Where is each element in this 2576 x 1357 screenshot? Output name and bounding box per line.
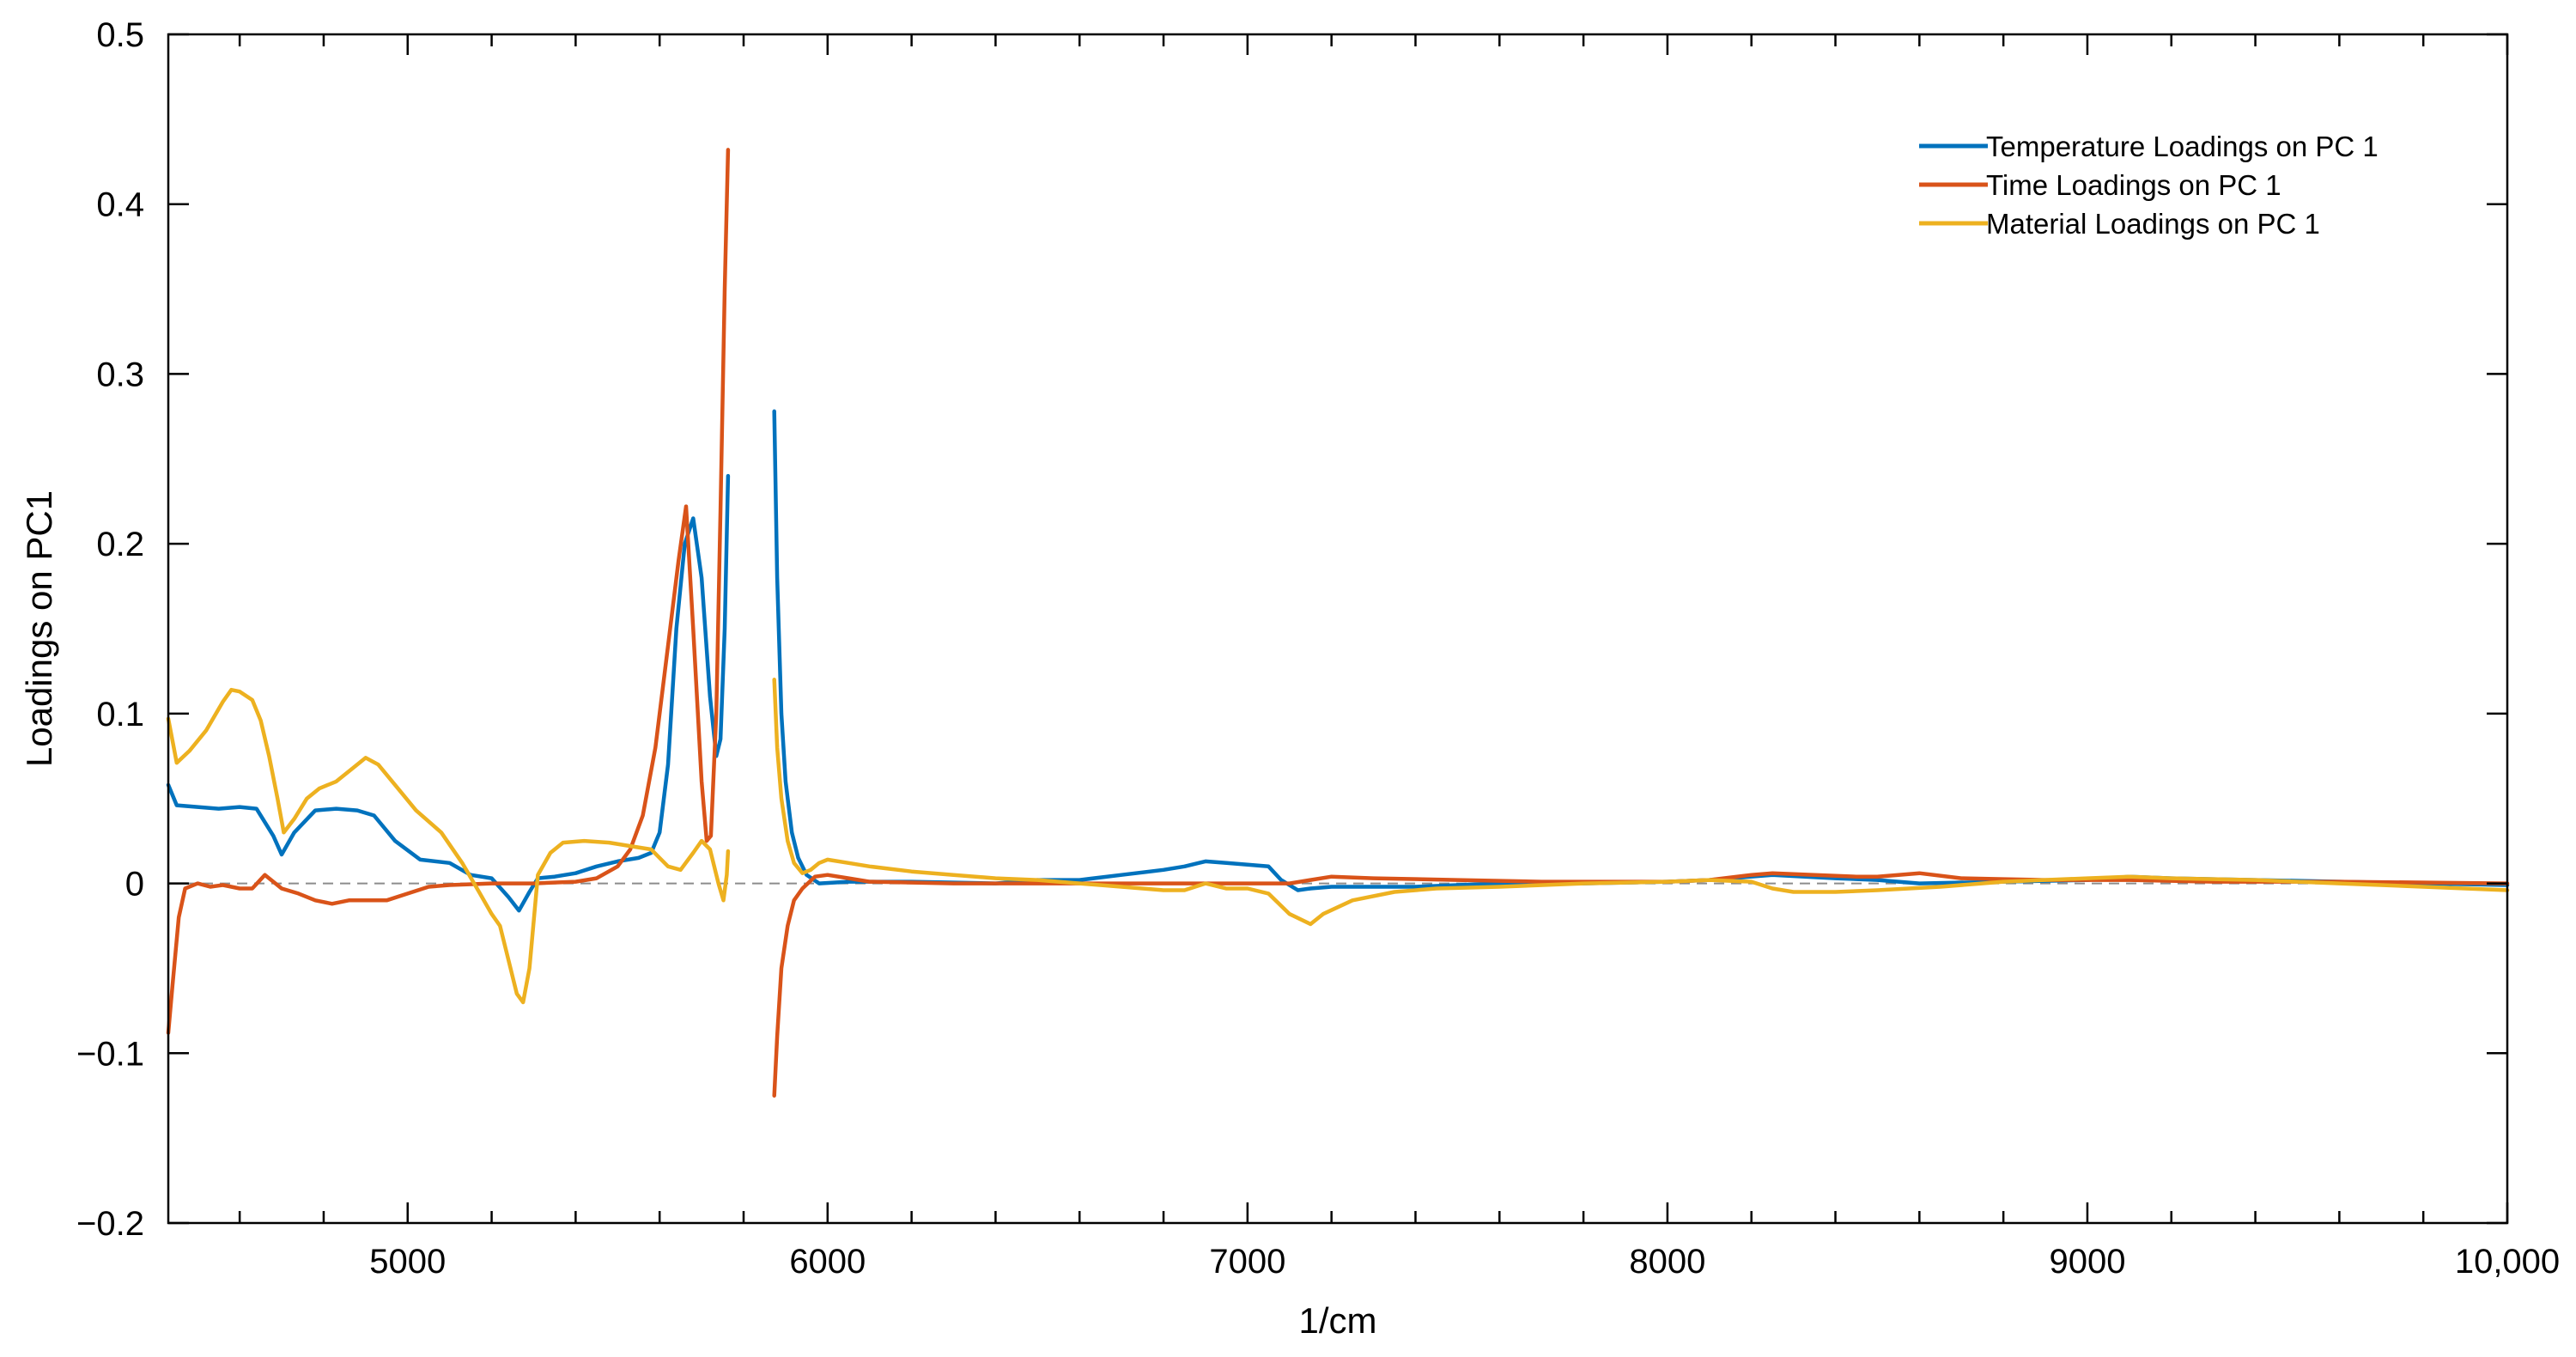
- legend-label: Temperature Loadings on PC 1: [1986, 131, 2379, 162]
- plot-frame: [167, 33, 2509, 1225]
- series-3-line-segment-2: [772, 678, 2510, 927]
- x-tick-label: 6000: [789, 1243, 866, 1281]
- y-tick-label: 0.3: [96, 356, 144, 393]
- y-tick-label: 0: [125, 866, 144, 904]
- x-tick-label: 5000: [369, 1243, 446, 1281]
- legend-label: Material Loadings on PC 1: [1986, 208, 2320, 240]
- y-axis-title: Loadings on PC1: [19, 490, 59, 767]
- x-tick-label: 8000: [1629, 1243, 1705, 1281]
- y-tick-label: −0.2: [76, 1205, 144, 1243]
- x-tick-label: 10,000: [2455, 1243, 2560, 1281]
- x-axis-title: 1/cm: [1298, 1300, 1376, 1341]
- x-tick-label: 7000: [1209, 1243, 1285, 1281]
- y-tick-label: 0.2: [96, 526, 144, 563]
- series-2: [166, 148, 2510, 1098]
- series-2-line-segment-1: [166, 148, 731, 1035]
- legend-item-2: Time Loadings on PC 1: [1919, 169, 2281, 201]
- y-tick-label: −0.1: [76, 1035, 144, 1073]
- series-3-line-segment-1: [166, 687, 731, 1005]
- series-1-line-segment-1: [166, 473, 731, 913]
- series-2-line-segment-2: [772, 871, 2510, 1098]
- x-tick-label: 9000: [2049, 1243, 2125, 1281]
- legend-item-3: Material Loadings on PC 1: [1919, 208, 2320, 240]
- series-3: [166, 678, 2510, 1005]
- legend-item-1: Temperature Loadings on PC 1: [1919, 131, 2379, 162]
- y-tick-label: 0.1: [96, 696, 144, 733]
- series-1-line-segment-2: [772, 409, 2510, 892]
- y-tick-label: 0.5: [96, 16, 144, 54]
- series-1: [166, 409, 2510, 913]
- y-tick-label: 0.4: [96, 186, 144, 224]
- legend-label: Time Loadings on PC 1: [1986, 169, 2281, 201]
